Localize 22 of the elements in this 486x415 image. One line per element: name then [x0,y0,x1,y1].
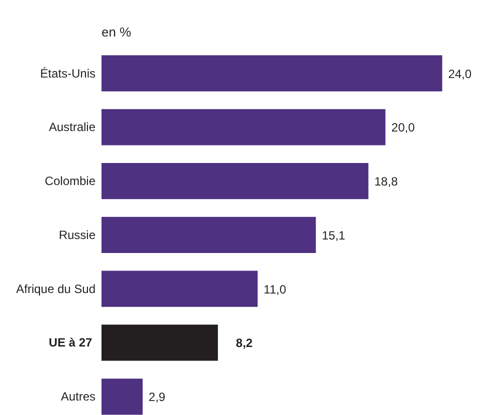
y-tick-label: UE à 27 [48,336,92,350]
bar [102,324,218,361]
bar [102,216,316,254]
data-label: 8,2 [236,336,253,350]
data-label: 15,1 [322,228,346,242]
bar [102,162,368,200]
data-label: 11,0 [264,282,286,296]
chart-subtitle: en % [102,24,132,40]
data-label: 2,9 [148,390,166,404]
bar [102,55,442,92]
data-label: 18,8 [374,174,398,189]
y-tick-label: Autres [60,390,96,404]
bar [102,109,386,146]
y-tick-label: Afrique du Sud [16,282,96,296]
data-label: 24,0 [448,66,472,81]
y-tick-label: États-Unis [40,66,96,80]
bar [102,378,143,415]
y-tick-label: Colombie [44,174,96,188]
data-label: 20,0 [391,120,416,135]
y-tick-label: Australie [48,120,96,134]
y-tick-label: Russie [58,228,96,242]
bar [102,270,258,307]
